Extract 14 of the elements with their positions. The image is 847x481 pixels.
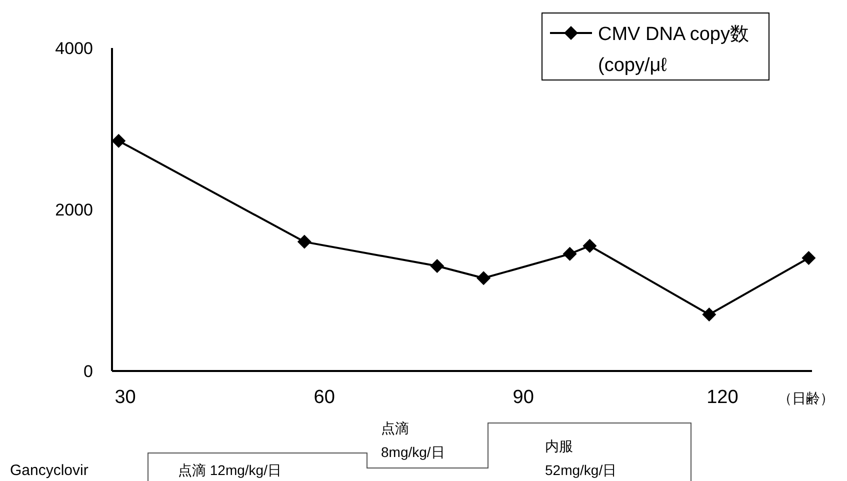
y-tick-label: 0 <box>84 362 93 380</box>
text: 点滴 8mg/kg/日 <box>381 420 445 460</box>
x-tick-label: 90 <box>512 387 534 408</box>
legend: CMV DNA copy数 (copy/μℓ <box>542 12 770 80</box>
x-tick-label: 120 <box>706 387 738 408</box>
text: Gancyclovir <box>10 462 88 479</box>
legend-label: CMV DNA copy数 (copy/μℓ <box>598 24 749 76</box>
x-tick-label: 30 <box>114 387 136 408</box>
y-tick-label: 2000 <box>55 200 93 219</box>
x-tick-label: 60 <box>314 387 335 408</box>
x-axis-title: （日齢） <box>778 390 834 406</box>
text: 点滴 12mg/kg/日 <box>178 462 282 478</box>
y-tick-label: 4000 <box>55 38 93 58</box>
text: 内服 52mg/kg/日 <box>545 438 617 478</box>
